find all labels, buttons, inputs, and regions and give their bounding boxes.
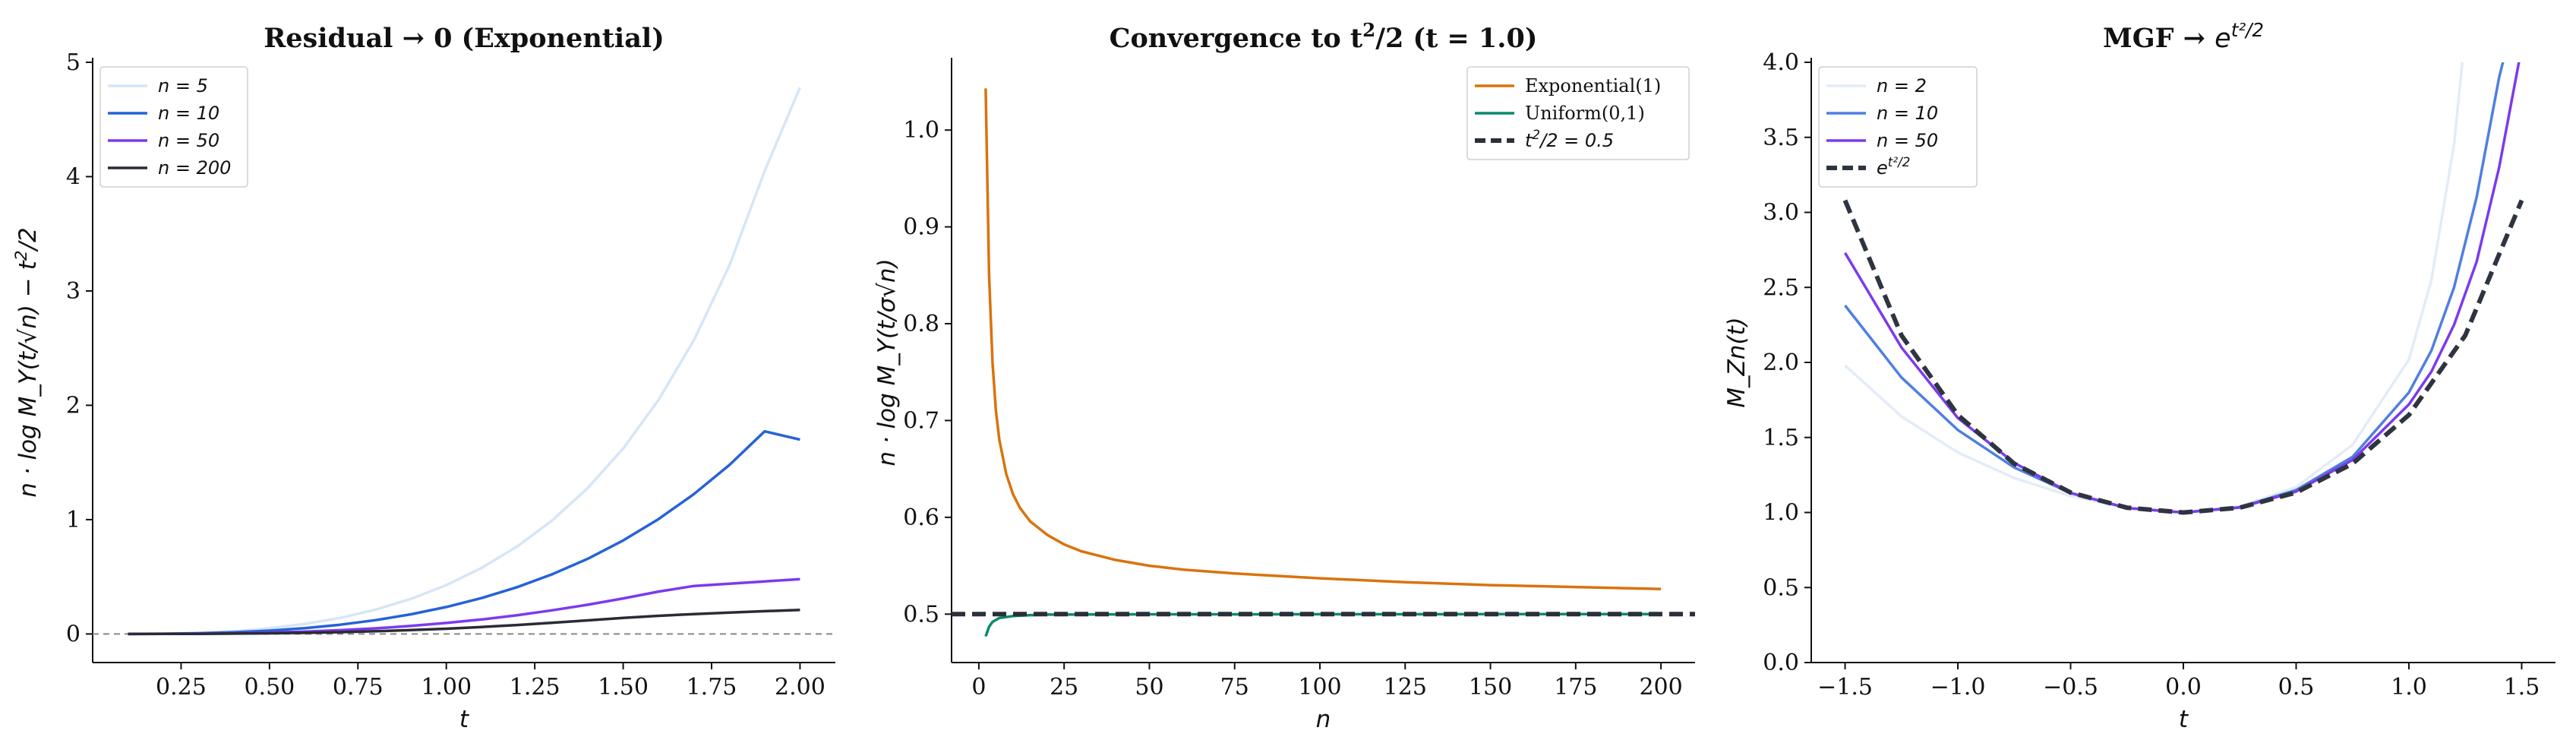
- y-tick-label: 0.7: [903, 407, 939, 434]
- x-tick-label: −1.0: [1930, 674, 1986, 701]
- y-axis-label: n · log M_Y(t/σ√n): [873, 258, 901, 466]
- series-line-3: [128, 577, 800, 636]
- legend-box: [1466, 66, 1690, 160]
- chart-panel-1: Residual → 0 (Exponential) 0.25 0.50 0.75 1.…: [12, 23, 835, 733]
- x-tick-label: 0.75: [333, 674, 384, 701]
- x-tick-label: 75: [1220, 674, 1249, 701]
- legend-label: n = 50: [158, 130, 219, 151]
- x-tick-label: 1.50: [598, 674, 649, 701]
- legend-label: Uniform(0,1): [1525, 103, 1645, 124]
- legend-label: n = 10: [1877, 103, 1938, 124]
- legend-box: [1818, 66, 1978, 188]
- series-line-4: [1842, 199, 2524, 515]
- series-line-2: [128, 429, 800, 636]
- series-group: [952, 88, 1695, 637]
- legend-label: et²/2: [1877, 154, 1910, 179]
- y-tick-label: 2.5: [1763, 274, 1799, 301]
- x-tick-label: 175: [1554, 674, 1597, 701]
- y-tick-label: 2.0: [1763, 350, 1799, 376]
- series-line-2: [984, 612, 1662, 637]
- x-tick-label: 1.5: [2504, 674, 2540, 701]
- legend-label: Exponential(1): [1525, 75, 1661, 96]
- y-tick-label: 1.5: [1763, 425, 1799, 451]
- x-tick-label: 2.00: [775, 674, 826, 701]
- y-tick-label: 2: [66, 392, 80, 419]
- x-tick-label: 50: [1135, 674, 1163, 701]
- x-tick-label: 1.00: [421, 674, 472, 701]
- y-tick-label: 4: [66, 163, 80, 190]
- series-group: [1842, 62, 2524, 515]
- y-tick-label: 0.0: [1763, 650, 1799, 676]
- y-tick-label: 1.0: [1763, 500, 1799, 527]
- x-tick-label: 1.25: [510, 674, 560, 701]
- chart-title: MGF → et²/2: [2103, 19, 2264, 55]
- y-axis-label: M_Zn(t): [1723, 317, 1750, 407]
- chart-panel-3: MGF → et²/2 −1.5 −1.0 −0.5 0.0 0.5 1.0 1.5 0.0 0.…: [1723, 19, 2555, 733]
- x-tick-label: 0.5: [2278, 674, 2315, 701]
- y-tick-label: 3.5: [1763, 125, 1799, 151]
- x-tick-label: 0.50: [244, 674, 295, 701]
- x-tick-label: 0.25: [156, 674, 207, 701]
- y-tick-label: 1.0: [903, 117, 939, 144]
- x-tick-label: −1.5: [1817, 674, 1873, 701]
- x-tick-label: 0: [971, 674, 986, 701]
- x-tick-label: 200: [1639, 674, 1682, 701]
- legend: n = 5 n = 10 n = 50 n = 200: [99, 66, 248, 188]
- x-tick-label: 150: [1469, 674, 1512, 701]
- series-group: [128, 87, 802, 636]
- y-tick-label: 4.0: [1763, 49, 1799, 76]
- series-line-1: [984, 88, 1662, 590]
- y-tick-label: 0.5: [903, 601, 939, 628]
- chart-title: Residual → 0 (Exponential): [264, 23, 665, 54]
- y-tick-label: 0.5: [1763, 574, 1799, 601]
- legend-label: n = 50: [1877, 130, 1938, 151]
- x-axis-label: t: [459, 706, 470, 733]
- legend-box: [99, 66, 248, 188]
- y-tick-label: 3.0: [1763, 200, 1799, 226]
- y-tick-label: 5: [66, 49, 80, 76]
- x-tick-label: 1.75: [687, 674, 737, 701]
- x-tick-label: 125: [1384, 674, 1427, 701]
- legend-label: n = 2: [1877, 75, 1927, 96]
- chart-panel-2: Convergence to t2/2 (t = 1.0) 0 25 50 75 100 1…: [873, 19, 1695, 733]
- y-tick-label: 0.8: [903, 311, 939, 337]
- y-tick-label: 0: [66, 621, 80, 647]
- y-tick-label: 1: [66, 507, 80, 533]
- y-tick-label: 3: [66, 278, 80, 305]
- x-tick-label: 0.0: [2165, 674, 2202, 701]
- x-axis-label: t: [2179, 706, 2189, 733]
- x-tick-label: 1.0: [2391, 674, 2427, 701]
- x-tick-label: 100: [1298, 674, 1341, 701]
- series-line-4: [128, 609, 800, 636]
- y-tick-label: 0.9: [903, 214, 939, 241]
- legend-label: n = 10: [158, 103, 219, 124]
- legend: n = 2 n = 10 n = 50 et²/2: [1818, 66, 1978, 188]
- legend: Exponential(1) Uniform(0,1) t2/2 = 0.5: [1466, 66, 1690, 160]
- legend-label: n = 5: [158, 75, 208, 96]
- x-tick-label: −0.5: [2043, 674, 2098, 701]
- legend-label: t2/2 = 0.5: [1525, 127, 1614, 151]
- x-tick-label: 25: [1050, 674, 1078, 701]
- y-tick-label: 0.6: [903, 505, 939, 531]
- x-axis-label: n: [1316, 706, 1331, 733]
- chart-title: Convergence to t2/2 (t = 1.0): [1110, 19, 1538, 55]
- y-axis-label: n · log M_Y(t/√n) − t2/2: [12, 227, 43, 498]
- legend-label: n = 200: [158, 157, 231, 179]
